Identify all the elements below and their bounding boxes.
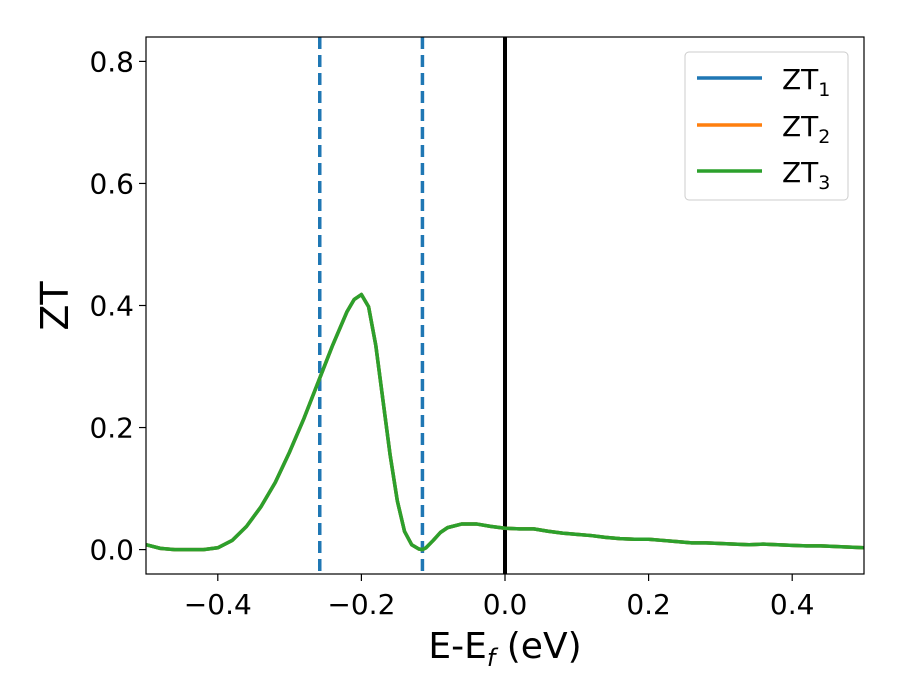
y-axis-ticks: 0.0 0.2 0.4 0.6 0.8 [89,45,146,567]
x-axis-label: E-Ef (eV) [428,626,581,672]
x-tick-label: −0.2 [327,588,395,621]
legend-label-zt1-subscript: 1 [818,79,830,101]
y-tick-label: 0.6 [89,167,134,200]
x-axis-ticks: −0.4 −0.2 0.0 0.2 0.4 [184,574,815,621]
x-tick-label: 0.4 [770,588,815,621]
x-tick-label: −0.4 [184,588,252,621]
x-axis-label-tail: (eV) [495,626,581,667]
legend-box [684,51,849,201]
legend-label-zt2-subscript: 2 [818,126,830,148]
y-axis-label: ZT [33,281,77,331]
legend-label-zt1: ZT1 [782,63,830,101]
series-line-3 [146,292,864,552]
legend-label-zt3-subscript: 3 [818,172,830,194]
y-tick-label: 0.2 [89,412,134,445]
legend-label-zt2: ZT2 [782,110,830,148]
y-tick-label: 0.0 [89,534,134,567]
x-tick-label: 0.0 [483,588,528,621]
x-tick-label: 0.2 [626,588,671,621]
legend-label-zt3: ZT3 [782,156,830,194]
legend-label-zt3-base: ZT [782,156,819,189]
legend: ZT1 ZT2 ZT3 [684,51,849,201]
legend-label-zt2-base: ZT [782,110,819,143]
y-tick-label: 0.8 [89,45,134,78]
series-lines [146,292,864,552]
y-tick-label: 0.4 [89,290,134,323]
reference-lines [318,37,507,574]
legend-label-zt1-base: ZT [782,63,819,96]
x-axis-label-base: E-E [428,626,486,667]
